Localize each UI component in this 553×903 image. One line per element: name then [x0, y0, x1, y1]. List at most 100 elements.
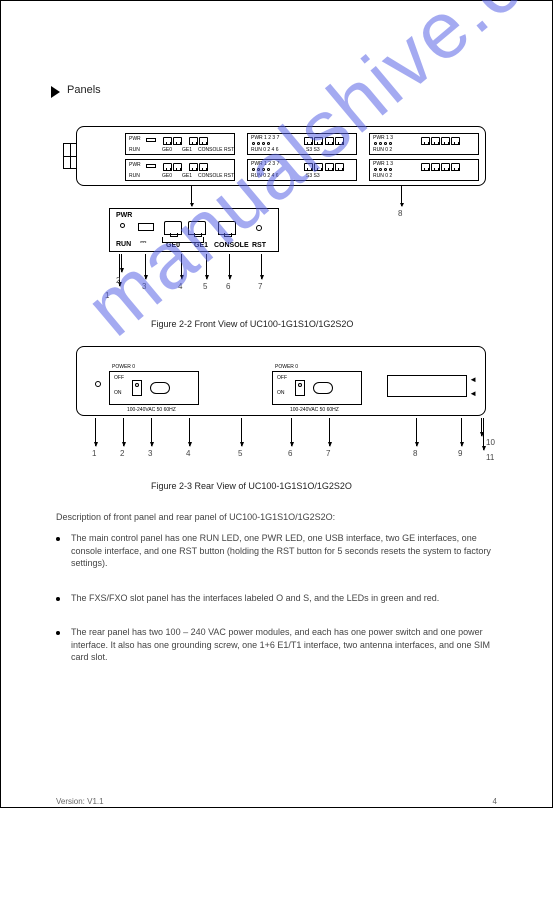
rear-callout-2: 2: [120, 449, 124, 458]
front-chassis: PWR RUN GE0 GE1 CONSOLE RST PWR RUN GE0 …: [76, 126, 486, 186]
fxo-ports: [420, 137, 460, 147]
run-label: RUN: [129, 173, 140, 179]
antenna-icon: ◄: [469, 389, 477, 398]
voltage1: 100-240VAC 50 60HZ: [290, 407, 339, 413]
rear-chassis: POWER 0 OFF ON 100-240VAC 50 60HZ POWER …: [76, 346, 486, 416]
power-inlet-icon: [150, 382, 170, 394]
voltage0: 100-240VAC 50 60HZ: [127, 407, 176, 413]
callout-arrow: [145, 254, 146, 279]
bullet-2-text: The FXS/FXO slot panel has the interface…: [71, 592, 491, 605]
rear-callout-4: 4: [186, 449, 190, 458]
rack-ear: [63, 143, 77, 169]
front-view-figure: PWR RUN GE0 GE1 CONSOLE RST PWR RUN GE0 …: [61, 126, 491, 326]
callout-arrow: [229, 254, 230, 279]
ge1-label: GE1: [182, 147, 192, 153]
ground-screw-icon: [95, 381, 101, 387]
console-label: CONSOLE: [198, 173, 222, 179]
rst-label: RST: [224, 147, 234, 153]
pwr-label: PWR: [129, 162, 141, 168]
callout-arrow: [189, 418, 190, 446]
rst-button-icon: [256, 225, 262, 231]
power-inlet-icon: [313, 382, 333, 394]
bullet-icon: [56, 631, 60, 635]
rear-callout-8: 8: [413, 449, 417, 458]
slot2-run: RUN 0 2 4 6: [251, 147, 279, 153]
callout-arrow: [483, 418, 484, 450]
antenna-icon: ◄: [469, 375, 477, 384]
slot3-run: RUN 0 2: [373, 147, 392, 153]
callout-arrow: [291, 418, 292, 446]
slot2-s: S3 S3: [306, 147, 320, 153]
callout-arrow: [241, 418, 242, 446]
callout-3: 3: [142, 282, 146, 291]
detail-run: RUN: [116, 241, 131, 248]
section-triangle-icon: [51, 86, 60, 98]
usb-icon: [146, 138, 156, 142]
ge-ports: [162, 137, 182, 147]
rst-label: RST: [224, 173, 234, 179]
fxo-slot-b: PWR 1 3 RUN 0 2: [369, 159, 479, 181]
pwr-label: PWR: [129, 136, 141, 142]
rear-callout-11: 11: [486, 453, 494, 462]
callout-2: 2: [116, 276, 120, 285]
usb-port-icon: [138, 223, 154, 231]
connector-line: [401, 186, 402, 206]
main-ctrl-panel-a: PWR RUN GE0 GE1 CONSOLE RST: [125, 133, 235, 155]
fxs-ports: [303, 137, 344, 147]
rear-view-figure: POWER 0 OFF ON 100-240VAC 50 60HZ POWER …: [61, 346, 491, 486]
ge1-port-icon: [188, 221, 206, 235]
e1t1-slot: [387, 375, 467, 397]
callout-arrow: [121, 254, 122, 272]
rear-callout-3: 3: [148, 449, 152, 458]
callout-7: 7: [258, 282, 262, 291]
slot3-run: RUN 0 2: [373, 173, 392, 179]
callout-arrow: [151, 418, 152, 446]
power1-label: POWER 0: [275, 364, 298, 370]
callout-arrow: [123, 418, 124, 446]
bullet-3-text: The rear panel has two 100 – 240 VAC pow…: [71, 626, 491, 664]
detail-ge1: GE1: [194, 242, 208, 249]
usb-symbol-icon: ⎓: [140, 237, 146, 247]
footer-page: 4: [493, 797, 497, 806]
ge-ports: [162, 163, 182, 173]
off-label: OFF: [277, 375, 287, 381]
footer-version: Version: V1.1: [56, 797, 104, 806]
console-label: CONSOLE: [198, 147, 222, 153]
callout-4: 4: [178, 282, 182, 291]
slot2-s: S3 S3: [306, 173, 320, 179]
on-label: ON: [277, 390, 285, 396]
callout-arrow: [461, 418, 462, 446]
detail-console: CONSOLE: [214, 242, 249, 249]
slot2-run: RUN 0 2 4 6: [251, 173, 279, 179]
description-intro: Description of front panel and rear pane…: [56, 511, 497, 524]
ge-ports: [188, 163, 208, 173]
on-label: ON: [114, 390, 122, 396]
fxs-slot-a: PWR 1 2 3 7 RUN 0 2 4 6 S3 S3: [247, 133, 357, 155]
bullet-icon: [56, 537, 60, 541]
callout-5: 5: [203, 282, 207, 291]
section-label: Panels: [67, 84, 101, 96]
detail-ge0: GE0: [166, 242, 180, 249]
fxs-ports: [303, 163, 344, 173]
front-caption: Figure 2-2 Front View of UC100-1G1S1O/1G…: [151, 319, 353, 329]
power-switch-icon: [132, 380, 142, 396]
callout-6: 6: [226, 282, 230, 291]
detail-rst: RST: [252, 242, 266, 249]
callout-arrow: [481, 418, 482, 436]
power0-label: POWER 0: [112, 364, 135, 370]
ge0-label: GE0: [162, 147, 172, 153]
run-label: RUN: [129, 147, 140, 153]
fxs-slot-b: PWR 1 2 3 7 RUN 0 2 4 6 S3 S3: [247, 159, 357, 181]
off-label: OFF: [114, 375, 124, 381]
ge1-label: GE1: [182, 173, 192, 179]
power-switch-icon: [295, 380, 305, 396]
page-frame: manualshive.com Panels PWR RUN GE0 GE1 C…: [0, 0, 553, 808]
bullet-icon: [56, 597, 60, 601]
ge0-label: GE0: [162, 173, 172, 179]
power-module-1: POWER 0 OFF ON: [272, 371, 362, 405]
power-module-0: POWER 0 OFF ON: [109, 371, 199, 405]
callout-arrow: [206, 254, 207, 279]
fxo-slot-a: PWR 1 3 RUN 0 2: [369, 133, 479, 155]
callout-arrow: [181, 254, 182, 279]
rear-caption: Figure 2-3 Rear View of UC100-1G1S1O/1G2…: [151, 481, 352, 491]
